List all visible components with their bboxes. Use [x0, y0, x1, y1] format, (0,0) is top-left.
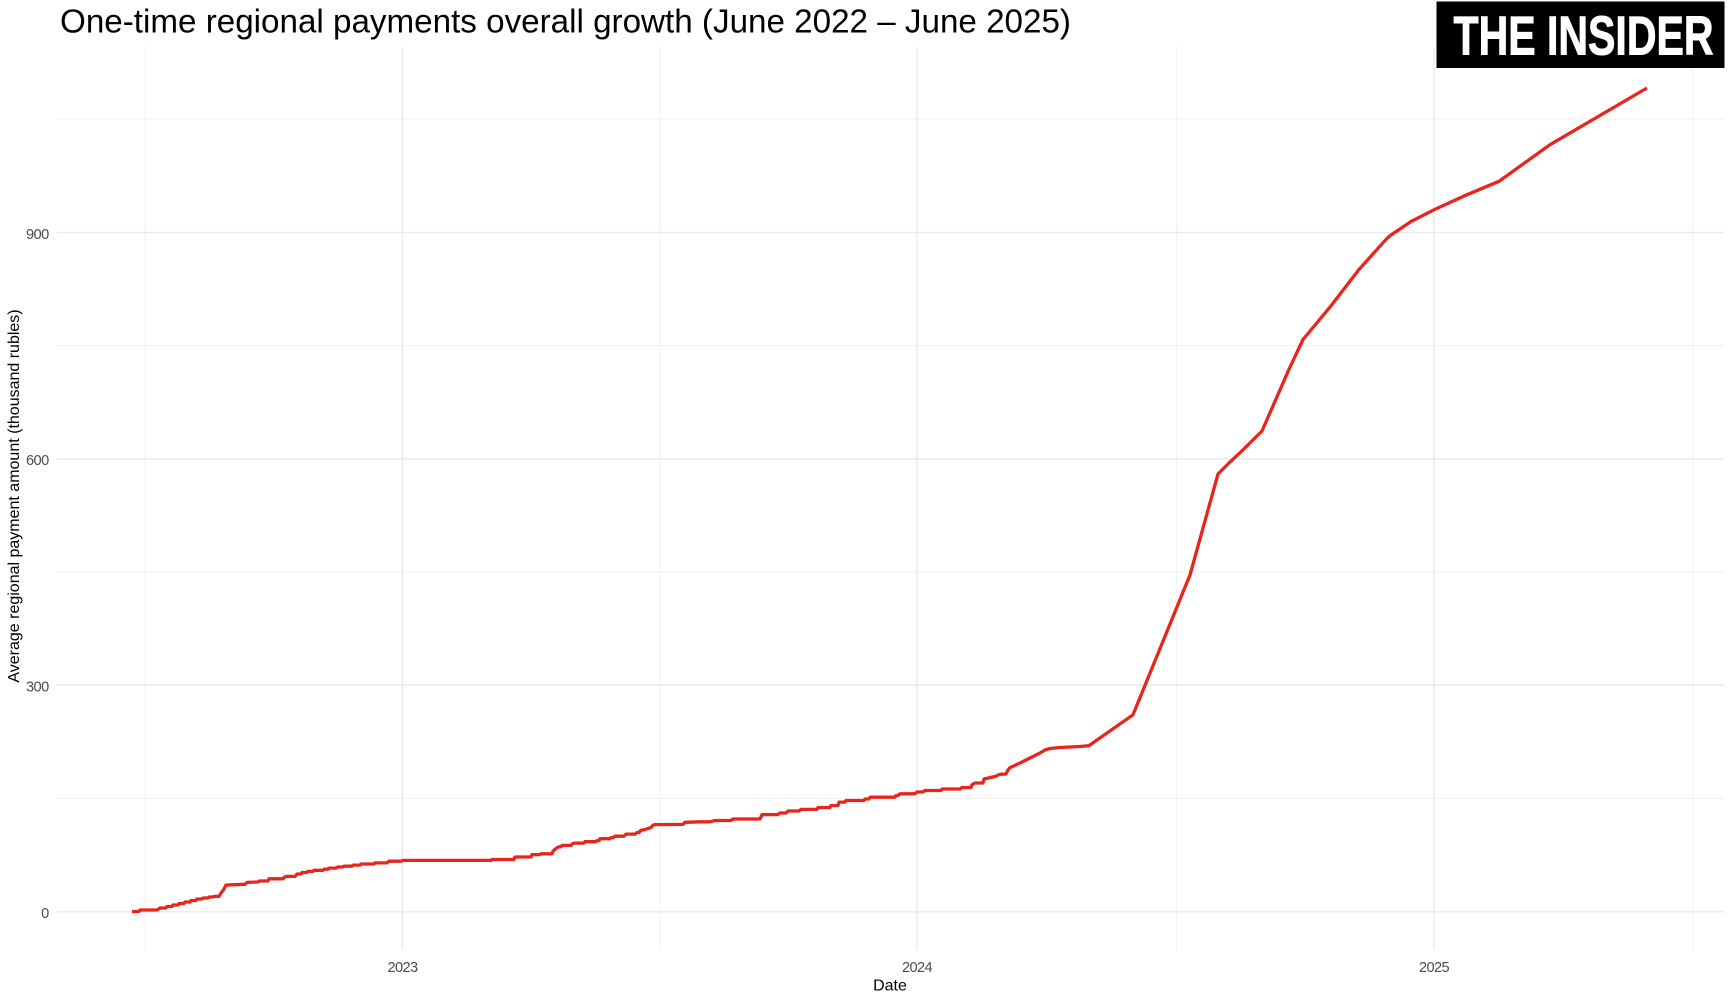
- svg-text:One-time regional payments ove: One-time regional payments overall growt…: [60, 4, 1071, 41]
- svg-text:900: 900: [26, 227, 49, 243]
- svg-text:600: 600: [26, 453, 49, 469]
- svg-text:2023: 2023: [387, 960, 418, 976]
- svg-text:Average regional payment amoun: Average regional payment amount (thousan…: [6, 309, 23, 682]
- svg-text:THE INSIDER: THE INSIDER: [1454, 5, 1714, 67]
- svg-text:Date: Date: [873, 978, 907, 995]
- svg-text:300: 300: [26, 679, 49, 695]
- svg-text:2025: 2025: [1419, 960, 1450, 976]
- svg-text:0: 0: [41, 906, 49, 922]
- svg-text:2024: 2024: [902, 960, 933, 976]
